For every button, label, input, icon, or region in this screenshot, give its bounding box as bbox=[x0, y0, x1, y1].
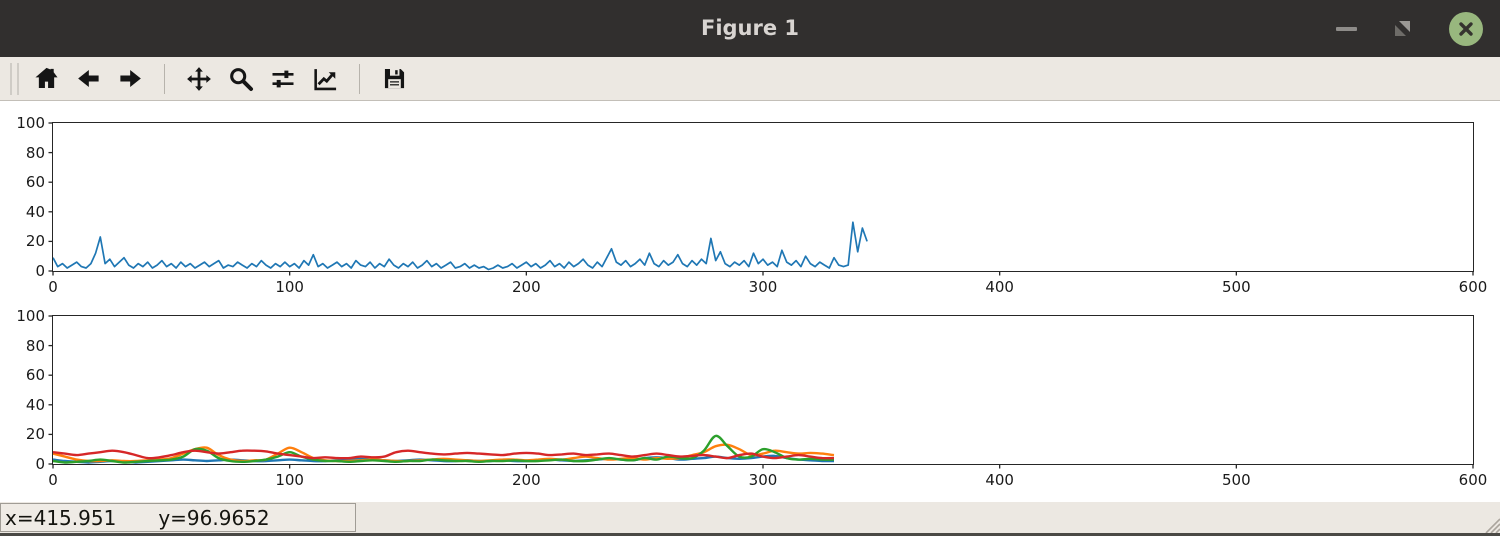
x-tick-label: 500 bbox=[1222, 471, 1251, 489]
forward-arrow-icon bbox=[119, 69, 141, 88]
y-tick-label: 20 bbox=[25, 232, 45, 251]
save-floppy-icon bbox=[384, 68, 404, 89]
toolbar-grip-handle[interactable] bbox=[10, 62, 19, 95]
x-tick-label: 300 bbox=[748, 278, 778, 296]
x-tick-label: 0 bbox=[48, 471, 58, 489]
magnifier-icon bbox=[230, 67, 254, 91]
resize-grip[interactable] bbox=[1482, 515, 1500, 533]
x-tick-label: 300 bbox=[748, 471, 778, 489]
y-tick-label: 20 bbox=[25, 425, 45, 444]
window-title: Figure 1 bbox=[700, 16, 800, 40]
y-tick-label: 60 bbox=[25, 366, 45, 385]
close-icon bbox=[1449, 11, 1483, 46]
close-button[interactable] bbox=[1447, 0, 1485, 57]
sliders-icon bbox=[272, 70, 294, 87]
pan-move-icon bbox=[187, 66, 211, 91]
cursor-y-value: y=96.9652 bbox=[158, 505, 270, 530]
minimize-icon bbox=[1335, 26, 1357, 31]
save-button[interactable] bbox=[374, 60, 414, 98]
y-tick-label: 60 bbox=[25, 173, 45, 192]
forward-button[interactable] bbox=[110, 60, 150, 98]
plot-area bbox=[53, 434, 835, 464]
x-tick-label: 100 bbox=[275, 471, 304, 489]
maximize-icon bbox=[1394, 21, 1410, 36]
window-bottom-edge bbox=[0, 533, 1500, 536]
maximize-button[interactable] bbox=[1388, 0, 1416, 57]
x-tick-label: 400 bbox=[985, 471, 1014, 489]
cursor-x-value: x=415.951 bbox=[5, 505, 117, 530]
x-tick-label: 100 bbox=[275, 278, 304, 296]
statusbar: x=415.951 y=96.9652 bbox=[0, 502, 1500, 533]
pan-button[interactable] bbox=[179, 60, 219, 98]
x-tick-label: 600 bbox=[1458, 471, 1488, 489]
tick-layer bbox=[48, 122, 1474, 276]
toolbar-separator bbox=[359, 63, 360, 94]
figure-canvas[interactable]: 0 100 200 300 400 500 600 0 20 40 60 80 100 0 100 200 3… bbox=[0, 101, 1500, 502]
y-tick-label: 0 bbox=[35, 262, 45, 280]
y-tick-label: 40 bbox=[25, 395, 45, 414]
series-line-blue bbox=[53, 221, 868, 271]
y-tick-label: 80 bbox=[25, 143, 45, 162]
y-tick-label: 0 bbox=[35, 455, 45, 473]
x-tick-label: 400 bbox=[985, 278, 1014, 296]
minimize-button[interactable] bbox=[1332, 0, 1360, 57]
tick-layer bbox=[48, 315, 1474, 469]
toolbar-separator bbox=[164, 63, 165, 94]
subplot-1[interactable]: 0 100 200 300 400 500 600 0 20 40 60 80 100 bbox=[16, 114, 1487, 296]
titlebar[interactable]: Figure 1 bbox=[0, 0, 1500, 57]
x-tick-label: 0 bbox=[48, 278, 58, 296]
edit-parameters-button[interactable] bbox=[305, 60, 345, 98]
y-tick-label: 40 bbox=[25, 202, 45, 221]
x-tick-label: 200 bbox=[512, 471, 541, 489]
y-tick-label: 100 bbox=[16, 114, 45, 132]
x-tick-label: 600 bbox=[1458, 278, 1488, 296]
configure-subplots-button[interactable] bbox=[263, 60, 303, 98]
line-chart-icon bbox=[314, 68, 337, 90]
cursor-coordinates: x=415.951 y=96.9652 bbox=[0, 503, 356, 532]
x-tick-label: 500 bbox=[1222, 278, 1251, 296]
y-tick-label: 100 bbox=[16, 307, 45, 325]
series-line-green bbox=[53, 434, 835, 464]
back-arrow-icon bbox=[77, 69, 99, 88]
subplot-2[interactable]: 0 100 200 300 400 500 600 0 20 40 60 80 100 bbox=[16, 307, 1487, 489]
plot-area bbox=[53, 221, 868, 271]
zoom-button[interactable] bbox=[221, 60, 261, 98]
home-icon bbox=[34, 67, 58, 88]
series-line-red bbox=[53, 449, 835, 460]
back-button[interactable] bbox=[68, 60, 108, 98]
y-tick-label: 80 bbox=[25, 336, 45, 355]
home-button[interactable] bbox=[26, 60, 66, 98]
navigation-toolbar bbox=[0, 57, 1500, 101]
x-tick-label: 200 bbox=[512, 278, 541, 296]
